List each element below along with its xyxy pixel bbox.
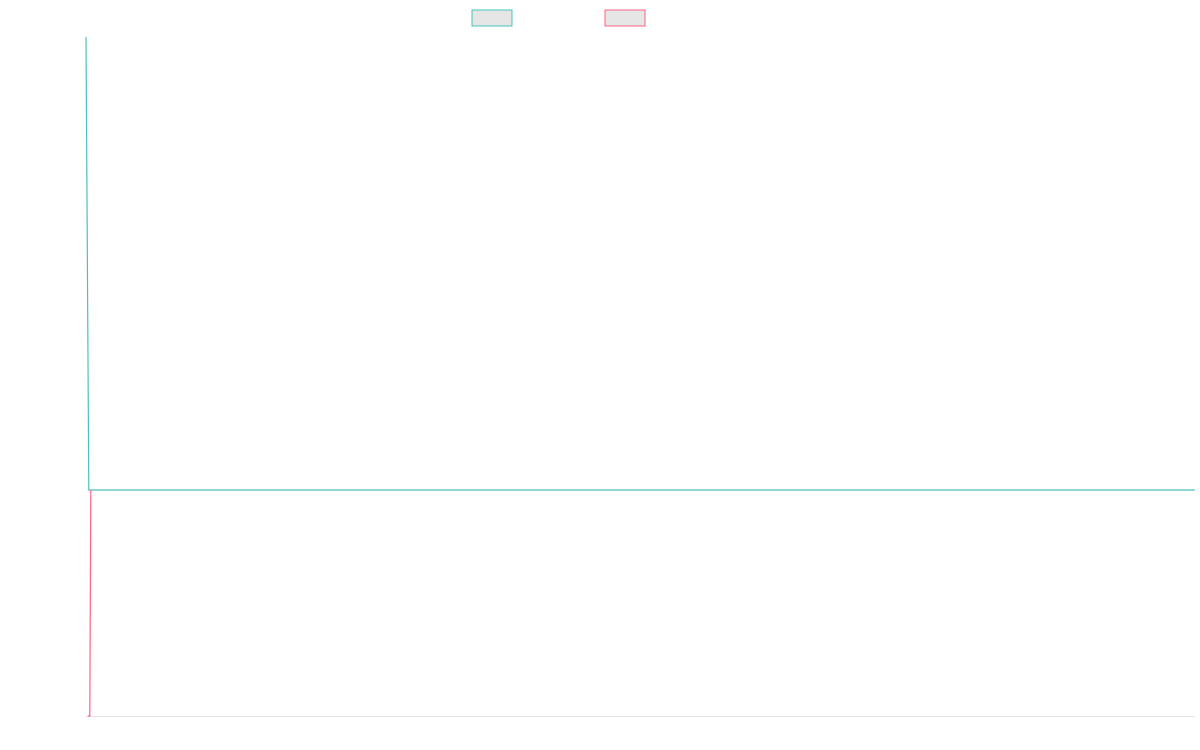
legend-swatch-series-2 xyxy=(604,9,646,27)
legend xyxy=(471,9,646,27)
series-2-line xyxy=(87,489,92,717)
series-1-line xyxy=(85,36,1195,491)
legend-swatch-series-1 xyxy=(471,9,513,27)
plot-area xyxy=(85,36,1195,717)
